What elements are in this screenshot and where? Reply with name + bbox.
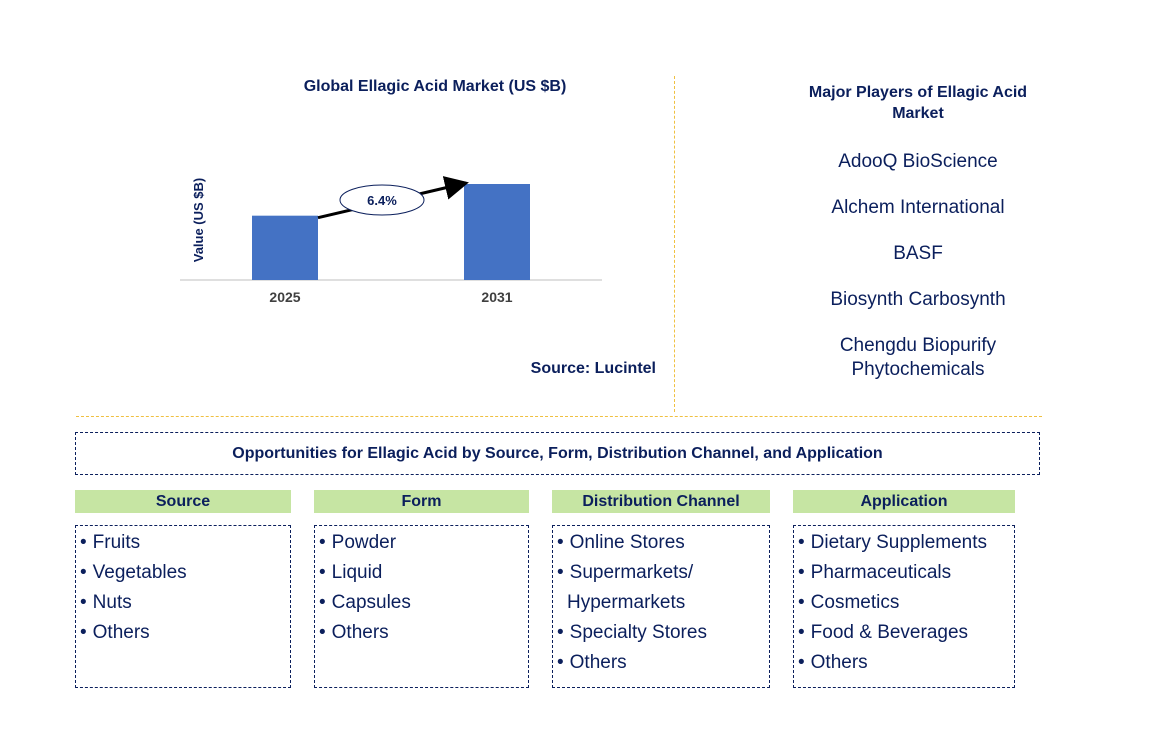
bullet-icon: •	[557, 562, 564, 583]
bullet-icon: •	[557, 622, 564, 643]
bullet-icon: •	[319, 592, 326, 613]
segment-item: • Pharmaceuticals	[798, 558, 1014, 588]
segment-list: • Dietary Supplements • Pharmaceuticals • Cos…	[793, 525, 1015, 688]
segment-item: • Powder	[319, 528, 528, 558]
bar-2031	[464, 184, 530, 280]
segment-item: • Others	[798, 648, 1014, 678]
segment-item-label: Online Stores	[569, 532, 685, 553]
source-note: Source: Lucintel	[530, 360, 656, 377]
segment-item-label: Liquid	[331, 562, 383, 583]
segment-item-label: Supermarkets/	[569, 562, 694, 583]
segment-item: • Nuts	[80, 588, 290, 618]
opportunities-title: Opportunities for Ellagic Acid by Source…	[75, 432, 1040, 475]
segment-item: • Food & Beverages	[798, 618, 1014, 648]
player-item: BASF	[893, 243, 943, 264]
segment-item-label: Nuts	[92, 592, 132, 613]
bullet-icon: •	[798, 622, 805, 643]
bullet-icon: •	[798, 562, 805, 583]
bar-2025	[252, 215, 318, 280]
bullet-icon: •	[80, 562, 87, 583]
player-item: AdooQ BioScience	[838, 151, 998, 172]
player-item: Biosynth Carbosynth	[830, 289, 1006, 310]
segment-header: Source	[75, 490, 291, 513]
horizontal-divider	[76, 416, 1042, 417]
bullet-icon: •	[798, 652, 805, 673]
segment-item-label: Pharmaceuticals	[810, 562, 952, 583]
bullet-icon: •	[319, 622, 326, 643]
segment-item-label: Others	[810, 652, 868, 673]
segment-header: Form	[314, 490, 529, 513]
segment-list: • Fruits • Vegetables • Nuts • Others	[75, 525, 291, 688]
segment-item: • Capsules	[319, 588, 528, 618]
segment-item-label: Others	[92, 622, 150, 643]
vertical-divider	[674, 76, 675, 412]
bullet-icon: •	[80, 592, 87, 613]
bullet-icon: •	[319, 532, 326, 553]
player-item: Chengdu Biopurify Phytochemicals	[839, 335, 997, 380]
segment-item-label: Others	[569, 652, 627, 673]
segment-item: • Specialty Stores	[557, 618, 769, 648]
cagr-ellipse	[339, 184, 425, 216]
segment-item: • Online Stores	[557, 528, 769, 558]
cagr-label: 6.4%	[367, 193, 397, 208]
bullet-icon: •	[798, 592, 805, 613]
segment-item: • Vegetables	[80, 558, 290, 588]
segment-list: • Powder • Liquid • Capsules • Others	[314, 525, 529, 688]
segment-item: Hypermarkets	[557, 588, 769, 618]
segment-item-label: Dietary Supplements	[810, 532, 988, 553]
segment-item-label: Fruits	[92, 532, 141, 553]
player-item: Alchem International	[831, 197, 1005, 218]
segment-item-label: Capsules	[331, 592, 411, 613]
x-tick-label: 2031	[481, 289, 512, 305]
players-list: AdooQ BioScience Alchem International BA…	[790, 150, 1046, 404]
segment-item: • Supermarkets/	[557, 558, 769, 588]
segment-item: • Others	[319, 618, 528, 648]
segment-item-label: Powder	[331, 532, 397, 553]
segment-item-label: Specialty Stores	[569, 622, 707, 643]
bullet-icon: •	[80, 622, 87, 643]
segment-item: • Dietary Supplements	[798, 528, 1014, 558]
segment-list: • Online Stores • Supermarkets/Hypermarkets…	[552, 525, 770, 688]
bullet-icon: •	[319, 562, 326, 583]
chart-title: Global Ellagic Acid Market (US $B)	[303, 78, 567, 95]
segment-item-label: Hypermarkets	[567, 592, 686, 613]
bar-chart: Value (US $B) 2025 2031 6.4%	[180, 176, 602, 305]
x-tick-label: 2025	[269, 289, 300, 305]
segment-item: • Cosmetics	[798, 588, 1014, 618]
y-axis-label: Value (US $B)	[191, 178, 206, 263]
segment-header: Distribution Channel	[552, 490, 770, 513]
segment-item: • Others	[557, 648, 769, 678]
bullet-icon: •	[557, 532, 564, 553]
bullet-icon: •	[798, 532, 805, 553]
segment-item-label: Others	[331, 622, 389, 643]
players-title: Major Players of Ellagic Acid Market	[808, 84, 1028, 122]
bullet-icon: •	[80, 532, 87, 553]
segment-item: • Others	[80, 618, 290, 648]
segment-item-label: Vegetables	[92, 562, 187, 583]
bullet-icon: •	[557, 652, 564, 673]
segment-item: • Fruits	[80, 528, 290, 558]
segment-item: • Liquid	[319, 558, 528, 588]
segment-item-label: Food & Beverages	[810, 622, 969, 643]
segment-header: Application	[793, 490, 1015, 513]
segment-item-label: Cosmetics	[810, 592, 900, 613]
